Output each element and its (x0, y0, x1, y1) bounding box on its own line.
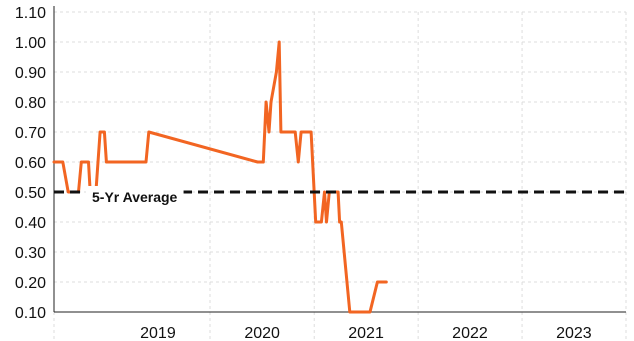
x-tick-label: 2020 (244, 325, 280, 341)
y-axis-ticks: 1.10 1.00 0.90 0.80 0.70 0.60 0.50 0.40 0.30 0.20… (15, 5, 46, 322)
y-tick-label: 0.50 (15, 185, 46, 202)
x-tick-label: 2021 (348, 325, 384, 341)
x-axis-ticks: 2019 2020 2021 2022 2023 (140, 325, 592, 341)
y-tick-label: 0.70 (15, 125, 46, 142)
y-tick-label: 1.00 (15, 35, 46, 52)
y-tick-label: 0.90 (15, 65, 46, 82)
y-tick-label: 0.30 (15, 245, 46, 262)
y-tick-label: 0.20 (15, 275, 46, 292)
series-layer (54, 42, 386, 312)
average-label: 5-Yr Average (92, 189, 178, 205)
y-tick-label: 0.40 (15, 215, 46, 232)
y-tick-label: 0.10 (15, 305, 46, 322)
axes (54, 6, 626, 312)
y-tick-label: 1.10 (15, 5, 46, 22)
y-tick-label: 0.60 (15, 155, 46, 172)
grid (54, 12, 626, 341)
x-tick-label: 2022 (452, 325, 488, 341)
y-tick-label: 0.80 (15, 95, 46, 112)
series-line (54, 42, 386, 312)
x-tick-label: 2019 (140, 325, 176, 341)
x-tick-label: 2023 (556, 325, 592, 341)
